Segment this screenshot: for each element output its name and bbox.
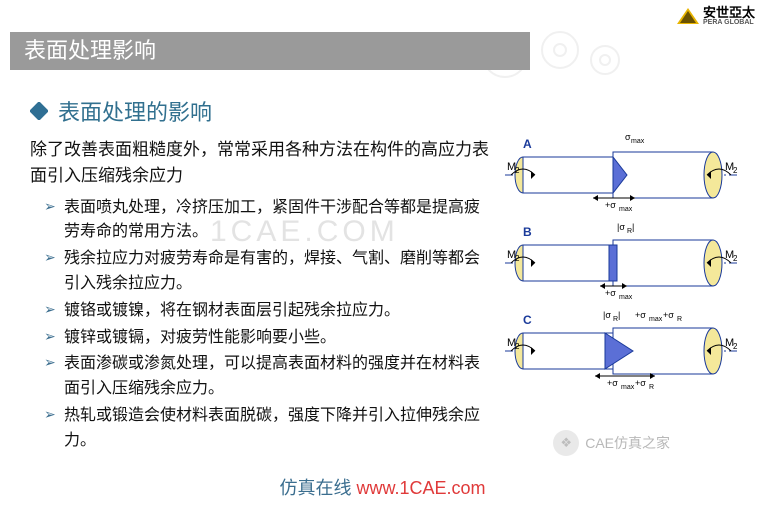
list-item: 表面喷丸处理，冷挤压加工，紧固件干涉配合等都是提高疲劳寿命的常用方法。 — [48, 196, 490, 246]
content-area: 表面处理的影响 除了改善表面粗糙度外，常常采用各种方法在构件的高应力表面引入压缩… — [30, 95, 490, 456]
svg-text:C: C — [523, 313, 532, 327]
svg-text:+σ: +σ — [605, 288, 616, 298]
brand-logo: 安世亞太 PERA GLOBAL — [677, 6, 755, 26]
diamond-bullet-icon — [30, 102, 48, 120]
footer: 仿真在线 www.1CAE.com — [0, 474, 765, 500]
svg-text:R: R — [677, 316, 682, 323]
slide-title-band: 表面处理影响 — [10, 32, 530, 70]
svg-text:+σ: +σ — [635, 310, 646, 320]
svg-text:R: R — [649, 384, 654, 390]
svg-text:max: max — [621, 384, 635, 390]
stress-diagram: A σmax M2 M2 +σmax B |σR| — [505, 130, 740, 390]
svg-text:B: B — [523, 225, 532, 239]
svg-text:2: 2 — [733, 166, 738, 175]
wechat-icon: ❖ — [553, 430, 579, 456]
list-item: 残余拉应力对疲劳寿命是有害的，焊接、气割、磨削等都会引入残余拉应力。 — [48, 247, 490, 297]
brand-en: PERA GLOBAL — [703, 19, 755, 26]
brand-triangle-icon — [677, 8, 699, 24]
list-item: 镀锌或镀镉，对疲劳性能影响要小些。 — [48, 326, 490, 351]
svg-text:+σ: +σ — [607, 378, 618, 388]
lead-paragraph: 除了改善表面粗糙度外，常常采用各种方法在构件的高应力表面引入压缩残余应力 — [30, 137, 490, 190]
svg-text:|: | — [618, 310, 620, 320]
panel-label: A — [523, 137, 532, 151]
bullet-list: 表面喷丸处理，冷挤压加工，紧固件干涉配合等都是提高疲劳寿命的常用方法。 残余拉应… — [30, 196, 490, 454]
svg-text:+σ: +σ — [605, 200, 616, 210]
section-heading-row: 表面处理的影响 — [30, 95, 490, 127]
svg-text:+σ: +σ — [663, 310, 674, 320]
svg-text:|σ: |σ — [603, 310, 611, 320]
svg-text:2: 2 — [733, 342, 738, 351]
svg-text:max: max — [631, 138, 645, 145]
footer-domain: www.1CAE.com — [356, 478, 485, 498]
list-item: 热轧或锻造会使材料表面脱碳，强度下降并引入拉伸残余应力。 — [48, 404, 490, 454]
svg-text:max: max — [619, 206, 633, 213]
svg-text:2: 2 — [733, 254, 738, 263]
footer-label: 仿真在线 — [279, 478, 351, 498]
svg-text:|: | — [632, 222, 634, 232]
wechat-watermark: ❖ CAE仿真之家 — [553, 430, 670, 456]
svg-text:max: max — [649, 316, 663, 323]
slide-title-text: 表面处理影响 — [24, 38, 156, 63]
brand-cn: 安世亞太 — [703, 6, 755, 19]
section-title: 表面处理的影响 — [58, 95, 212, 127]
svg-text:|σ: |σ — [617, 222, 625, 232]
wechat-watermark-text: CAE仿真之家 — [585, 433, 670, 453]
list-item: 镀铬或镀镍，将在钢材表面层引起残余拉应力。 — [48, 299, 490, 324]
svg-text:max: max — [619, 294, 633, 301]
svg-text:+σ: +σ — [635, 378, 646, 388]
list-item: 表面渗碳或渗氮处理，可以提高表面材料的强度并在材料表面引入压缩残余应力。 — [48, 352, 490, 402]
